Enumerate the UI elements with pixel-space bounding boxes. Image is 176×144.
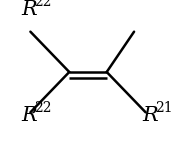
Text: R: R — [22, 0, 37, 19]
Text: 22: 22 — [34, 101, 52, 115]
Text: R: R — [22, 106, 37, 125]
Text: 21: 21 — [155, 101, 173, 115]
Text: 22: 22 — [34, 0, 52, 9]
Text: R: R — [143, 106, 158, 125]
